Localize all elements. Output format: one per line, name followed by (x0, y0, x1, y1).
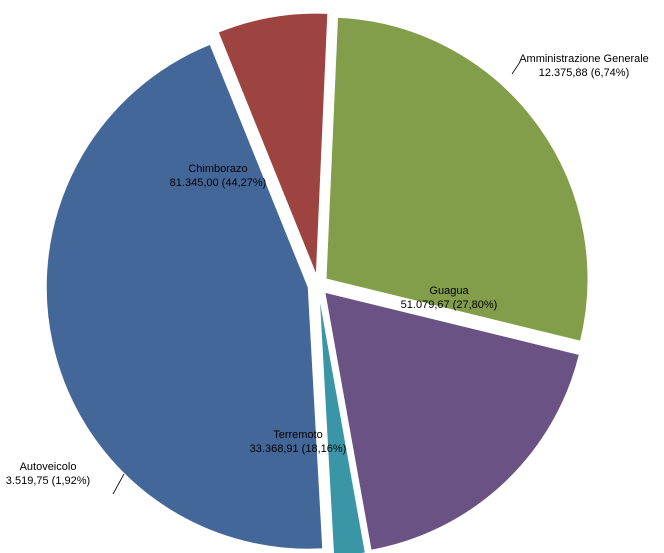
pie-slice-chimborazo (45, 43, 324, 550)
slice-label-value: 33.368,91 (18,16%) (250, 443, 347, 455)
slice-label-chimborazo: Chimborazo 81.345,00 (44,27%) (170, 163, 267, 189)
pie-slices (45, 12, 589, 553)
leader-line-autoveicolo (112, 473, 125, 495)
slice-label-value: 51.079,67 (27,80%) (401, 299, 498, 311)
pie-slice-terremoto (324, 291, 580, 551)
slice-label-terremoto: Terremoto 33.368,91 (18,16%) (250, 429, 347, 455)
slice-label-guagua: Guagua 51.079,67 (27,80%) (401, 285, 498, 311)
slice-label-name: Guagua (429, 285, 469, 297)
slice-label-value: 81.345,00 (44,27%) (170, 177, 267, 189)
slice-labels: Amministrazione Generale 12.375,88 (6,74%… (6, 53, 649, 487)
leader-line-amministrazione-generale (511, 61, 521, 75)
pie-slice-guagua (325, 16, 589, 342)
slice-label-name: Chimborazo (188, 163, 247, 175)
slice-label-name: Autoveicolo (20, 461, 77, 473)
slice-label-amministrazione-generale: Amministrazione Generale 12.375,88 (6,74%… (519, 53, 649, 79)
slice-label-name: Amministrazione Generale (519, 53, 649, 65)
leader-lines (112, 61, 521, 495)
slice-label-autoveicolo: Autoveicolo 3.519,75 (1,92%) (6, 461, 90, 487)
slice-label-value: 3.519,75 (1,92%) (6, 475, 90, 487)
slice-label-name: Terremoto (273, 429, 323, 441)
pie-slice-amministrazione-generale (217, 12, 329, 276)
slice-label-value: 12.375,88 (6,74%) (539, 67, 630, 79)
